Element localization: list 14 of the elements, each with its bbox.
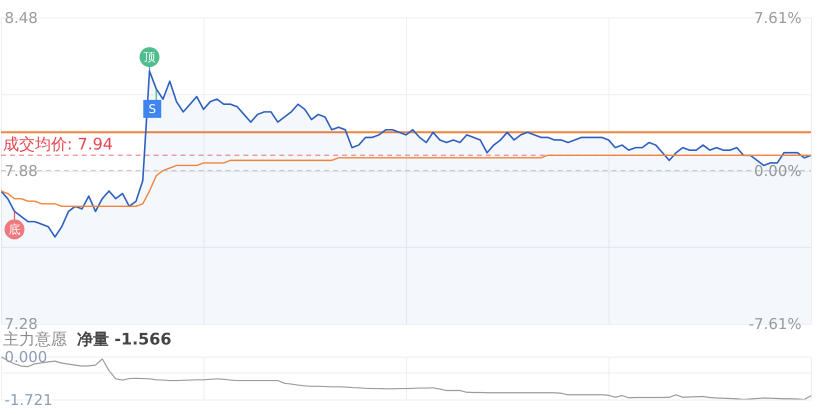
- chart-title: 主力意愿: [2, 330, 67, 349]
- text: 净量 -1.566: [76, 330, 172, 349]
- annotation: 底: [8, 222, 20, 236]
- y2-tick-label: 0.00%: [754, 162, 802, 180]
- y2-tick-label: -7.61%: [748, 315, 802, 334]
- annotation: 顶: [144, 50, 156, 64]
- y2-tick-label: 7.61%: [754, 8, 802, 27]
- annotation: S: [148, 102, 156, 116]
- y-tick-label: 0.000: [4, 348, 48, 366]
- y-tick-label: 8.48: [4, 8, 38, 27]
- y-tick-label: -1.721: [4, 391, 53, 410]
- ref-line-label: 成交均价: 7.94: [2, 134, 113, 154]
- y-tick-label: 7.88: [4, 162, 38, 180]
- line-series: [1, 154, 812, 208]
